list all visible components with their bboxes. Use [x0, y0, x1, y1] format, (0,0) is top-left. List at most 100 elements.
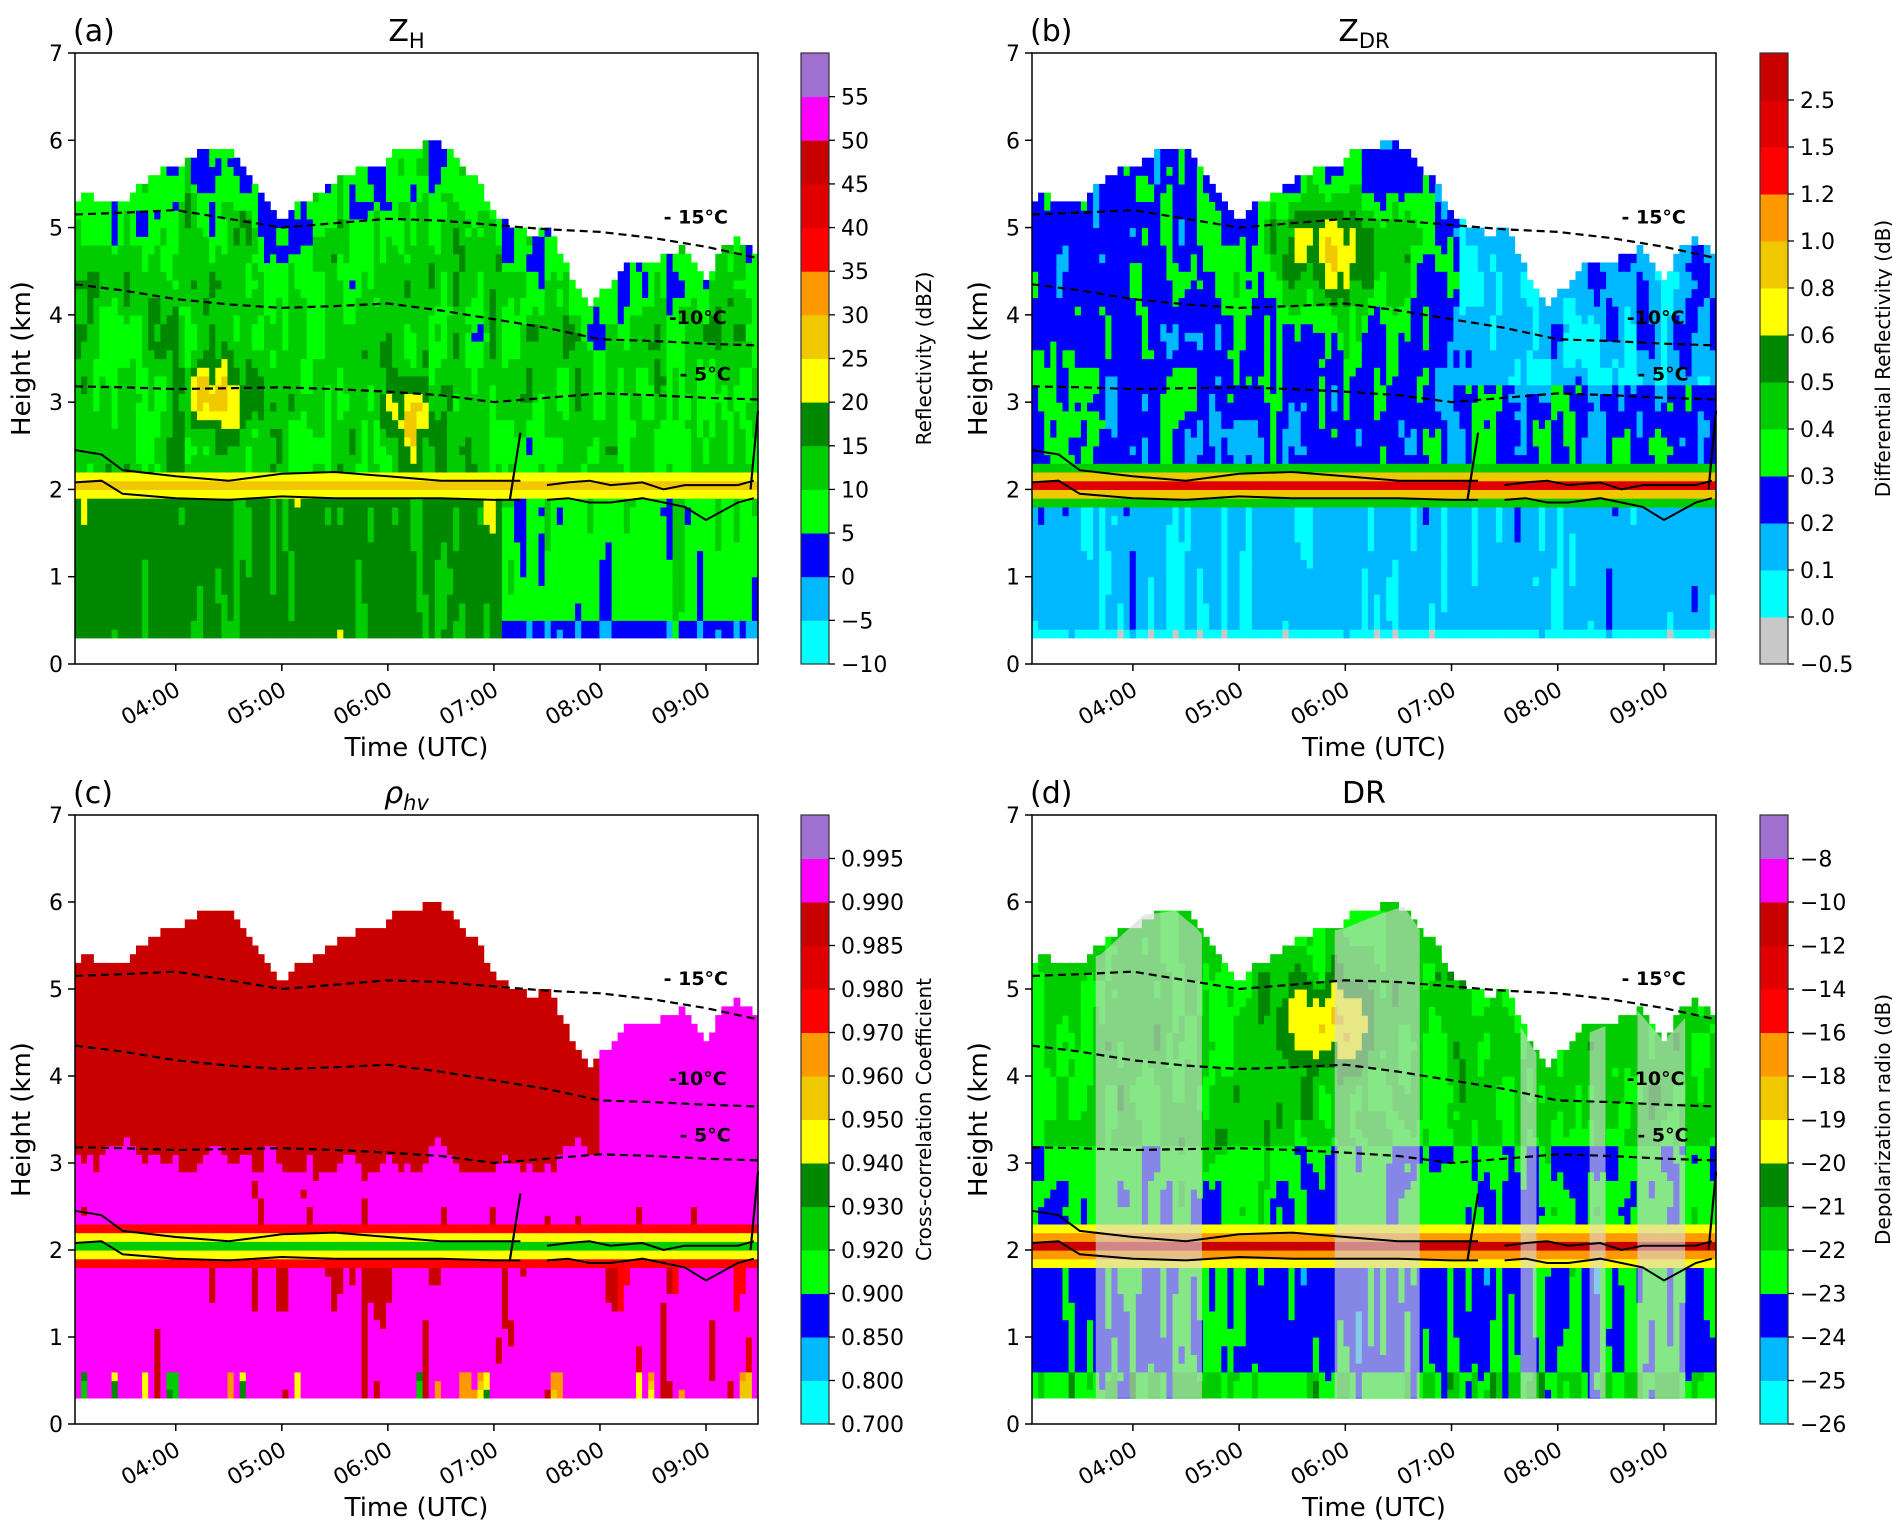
- contour-cell: [349, 472, 357, 482]
- contour-cell: [233, 201, 241, 211]
- contour-cell: [111, 367, 119, 377]
- contour-cell: [550, 410, 558, 421]
- contour-cell: [416, 515, 424, 525]
- contour-cell: [398, 192, 405, 202]
- contour-cell: [190, 210, 198, 220]
- contour-cell: [75, 454, 82, 464]
- contour-cell: [318, 279, 326, 290]
- contour-cell: [672, 428, 680, 438]
- contour-cell: [166, 480, 174, 490]
- contour-cell: [318, 376, 326, 386]
- contour-cell: [648, 288, 655, 298]
- contour-cell: [117, 629, 125, 639]
- contour-cell: [410, 498, 418, 508]
- contour-cell: [501, 288, 509, 298]
- contour-cell: [300, 611, 308, 621]
- contour-cell: [483, 568, 491, 578]
- contour-cell: [581, 498, 588, 508]
- contour-cell: [501, 541, 509, 552]
- contour-cell: [81, 271, 88, 281]
- contour-cell: [440, 594, 448, 604]
- contour-cell: [257, 419, 265, 429]
- contour-cell: [99, 541, 107, 552]
- contour-cell: [447, 524, 454, 534]
- contour-cell: [483, 611, 491, 621]
- contour-cell: [209, 489, 216, 499]
- contour-cell: [99, 437, 107, 447]
- contour-cell: [483, 314, 491, 325]
- contour-cell: [666, 428, 674, 438]
- contour-cell: [93, 341, 100, 351]
- contour-cell: [221, 515, 229, 525]
- contour-cell: [538, 480, 546, 490]
- contour-cell: [300, 629, 308, 639]
- contour-cell: [398, 288, 405, 298]
- contour-cell: [660, 437, 668, 447]
- contour-cell: [422, 175, 430, 185]
- contour-cell: [136, 314, 143, 325]
- contour-cell: [81, 393, 88, 403]
- contour-cell: [404, 349, 411, 360]
- contour-cell: [178, 550, 186, 560]
- contour-cell: [264, 210, 271, 220]
- contour-cell: [361, 506, 369, 517]
- contour-cell: [142, 341, 149, 351]
- contour-cell: [87, 620, 94, 630]
- contour-cell: [538, 533, 546, 543]
- contour-cell: [300, 236, 308, 246]
- contour-cell: [447, 192, 454, 202]
- contour-cell: [593, 419, 600, 429]
- contour-cell: [508, 297, 515, 307]
- contour-cell: [270, 227, 277, 237]
- contour-cell: [318, 620, 326, 630]
- contour-cell: [636, 524, 643, 534]
- contour-cell: [318, 472, 326, 482]
- contour-cell: [306, 376, 314, 386]
- contour-cell: [404, 506, 411, 517]
- contour-cell: [520, 253, 527, 264]
- contour-cell: [172, 498, 180, 508]
- contour-cell: [453, 620, 460, 630]
- contour-cell: [471, 480, 479, 490]
- contour-cell: [203, 349, 210, 360]
- contour-cell: [190, 472, 198, 482]
- contour-cell: [355, 271, 363, 281]
- contour-cell: [142, 533, 149, 543]
- contour-cell: [514, 262, 521, 272]
- contour-cell: [282, 236, 289, 246]
- contour-cell: [434, 620, 442, 630]
- contour-cell: [672, 262, 680, 272]
- contour-cell: [642, 611, 649, 621]
- contour-cell: [105, 201, 113, 211]
- contour-cell: [440, 498, 448, 508]
- contour-cell: [544, 288, 552, 298]
- contour-cell: [276, 218, 283, 229]
- contour-cell: [361, 175, 369, 185]
- contour-cell: [422, 489, 430, 499]
- contour-cell: [325, 594, 332, 604]
- contour-cell: [245, 506, 253, 517]
- contour-cell: [288, 480, 296, 490]
- contour-cell: [75, 463, 82, 473]
- contour-cell: [471, 472, 479, 482]
- contour-cell: [233, 314, 241, 325]
- contour-cell: [117, 568, 125, 578]
- contour-cell: [227, 253, 235, 264]
- contour-cell: [148, 454, 155, 464]
- contour-cell: [532, 271, 540, 281]
- contour-cell: [392, 349, 399, 360]
- contour-cell: [197, 227, 204, 237]
- contour-cell: [422, 358, 430, 368]
- contour-cell: [477, 262, 485, 272]
- contour-cell: [654, 602, 661, 613]
- contour-cell: [623, 402, 631, 412]
- contour-cell: [123, 550, 131, 560]
- contour-cell: [154, 367, 161, 377]
- contour-cell: [459, 306, 466, 316]
- contour-cell: [178, 376, 186, 386]
- contour-cell: [148, 323, 155, 333]
- contour-cell: [190, 445, 198, 456]
- contour-cell: [392, 323, 399, 333]
- contour-cell: [203, 341, 210, 351]
- contour-cell: [617, 341, 625, 351]
